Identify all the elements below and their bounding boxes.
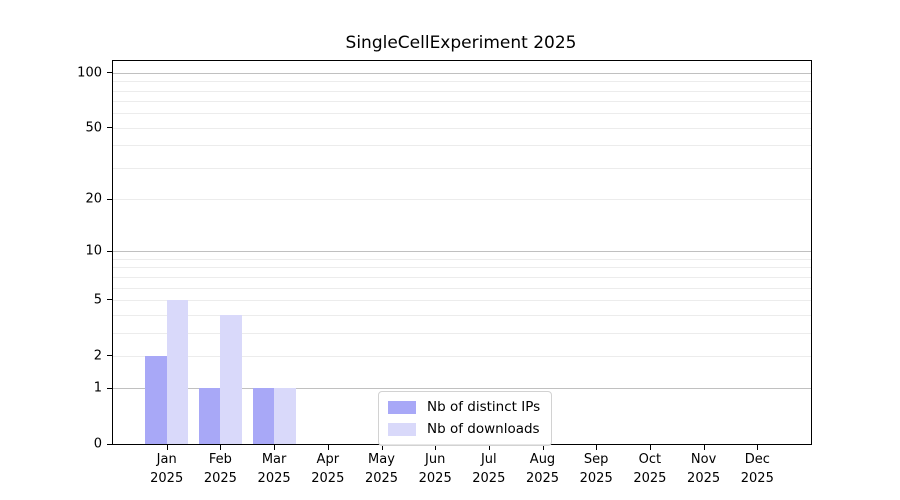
gridline-minor <box>113 90 811 92</box>
y-tick <box>107 250 112 252</box>
y-tick <box>107 198 112 200</box>
x-tick <box>435 445 437 450</box>
legend-swatch-downloads <box>388 422 416 436</box>
x-tick-label: Jan 2025 <box>150 452 184 486</box>
x-tick-label: Mar 2025 <box>257 452 291 486</box>
x-tick <box>274 445 276 450</box>
x-tick <box>596 445 598 450</box>
gridline-minor <box>113 199 811 201</box>
legend: Nb of distinct IPs Nb of downloads <box>378 391 553 446</box>
x-tick <box>542 445 544 450</box>
gridline-minor <box>113 314 811 316</box>
gridline-minor <box>113 299 811 301</box>
x-tick-label: Apr 2025 <box>311 452 345 486</box>
gridline-minor <box>113 145 811 147</box>
x-tick <box>703 445 705 450</box>
gridline-major <box>113 251 811 253</box>
x-tick-label: Oct 2025 <box>633 452 667 486</box>
plot-area: 0 1 2 5 10 20 50 100 Jan 2025 Feb 2025 Mar 2025 Apr 202… <box>77 60 812 486</box>
gridline-minor <box>113 101 811 103</box>
gridline-minor <box>113 267 811 269</box>
x-tick-label: May 2025 <box>364 452 399 486</box>
y-tick-label: 2 <box>93 348 102 364</box>
x-tick <box>649 445 651 450</box>
x-tick <box>757 445 759 450</box>
y-tick <box>107 443 112 445</box>
legend-item-distinct-ips: Nb of distinct IPs <box>388 399 540 415</box>
legend-item-downloads: Nb of downloads <box>388 421 540 437</box>
x-tick-label: Nov 2025 <box>687 452 721 486</box>
x-tick <box>166 445 168 450</box>
gridline-minor <box>113 258 811 260</box>
y-tick-label: 100 <box>77 65 102 81</box>
x-tick <box>327 445 329 450</box>
x-tick-label: Sep 2025 <box>579 452 613 486</box>
bar-downloads <box>274 388 296 444</box>
gridline-minor <box>113 355 811 357</box>
x-tick-label: Jul 2025 <box>472 452 506 486</box>
x-tick <box>220 445 222 450</box>
bar-distinct-ips <box>252 388 275 444</box>
chart-title: SingleCellExperiment 2025 <box>345 33 577 53</box>
bar-distinct-ips <box>198 388 221 444</box>
y-tick <box>107 72 112 74</box>
y-tick-label: 1 <box>93 380 102 396</box>
x-tick-label: Aug 2025 <box>525 452 560 486</box>
x-tick <box>381 445 383 450</box>
y-tick <box>107 355 112 357</box>
y-tick <box>107 387 112 389</box>
gridline-minor <box>113 127 811 129</box>
x-tick-label: Feb 2025 <box>203 452 237 486</box>
gridline-minor <box>113 113 811 115</box>
y-tick <box>107 299 112 301</box>
y-tick-label: 50 <box>85 120 102 136</box>
gridline-minor <box>113 287 811 289</box>
x-tick <box>488 445 490 450</box>
bar-downloads <box>166 299 189 444</box>
y-tick-label: 5 <box>93 292 102 308</box>
gridline-minor <box>113 81 811 83</box>
y-tick-label: 0 <box>93 436 102 452</box>
bar-distinct-ips <box>145 355 167 444</box>
bar-downloads <box>220 314 242 444</box>
x-tick-label: Jun 2025 <box>418 452 452 486</box>
legend-label-downloads: Nb of downloads <box>427 421 540 437</box>
y-tick-label: 10 <box>85 243 102 259</box>
gridline-minor <box>113 167 811 169</box>
gridline-major <box>113 388 811 390</box>
legend-label-distinct-ips: Nb of distinct IPs <box>427 399 541 415</box>
gridline-major <box>113 72 811 74</box>
legend-swatch-distinct-ips <box>388 400 416 414</box>
gridline-minor <box>113 332 811 334</box>
x-tick-label: Dec 2025 <box>740 452 774 486</box>
gridline-minor <box>113 276 811 278</box>
y-tick-label: 20 <box>85 191 102 207</box>
y-tick <box>107 127 112 129</box>
